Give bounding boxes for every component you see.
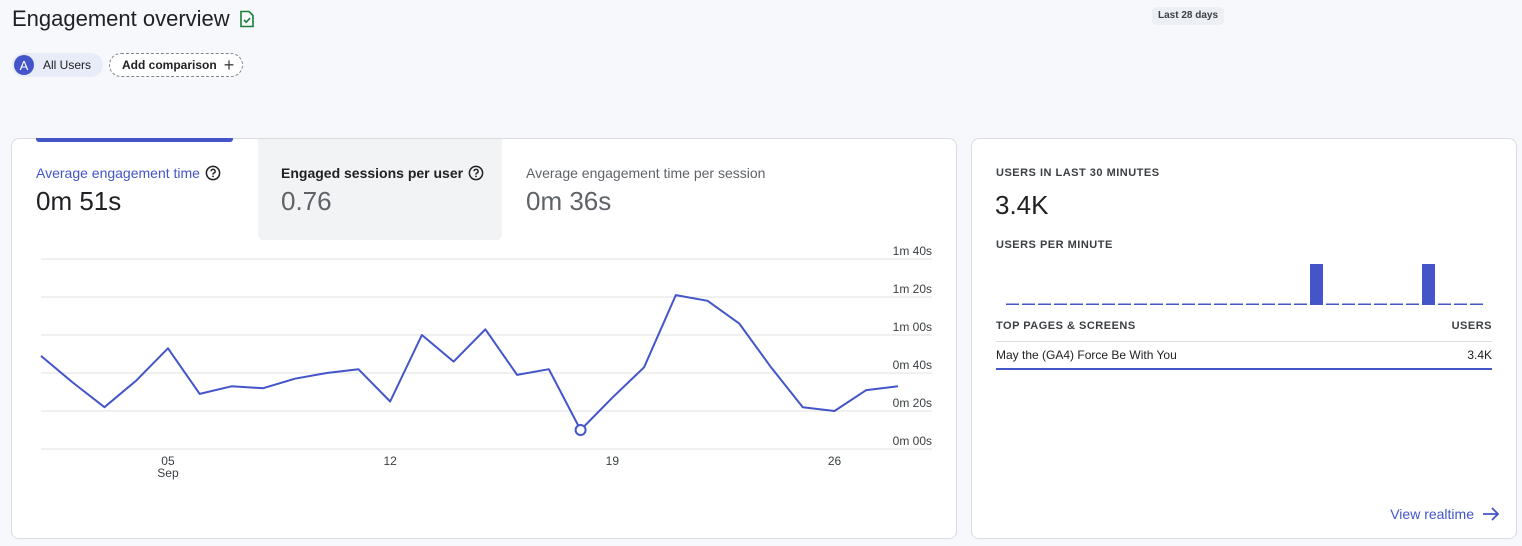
engagement-chart-card: Average engagement time 0m 51s Engaged s… <box>11 138 957 539</box>
minute-bar <box>1198 303 1211 305</box>
metric-value: 0m 36s <box>526 186 612 216</box>
users-per-minute-label: USERS PER MINUTE <box>996 239 1113 251</box>
y-tick-label: 1m 00s <box>893 320 932 334</box>
add-comparison-button[interactable]: Add comparison + <box>109 53 244 77</box>
minute-bar <box>1374 303 1387 305</box>
minute-bar <box>1230 303 1243 305</box>
metric-label: Average engagement time per session <box>526 165 765 181</box>
add-comparison-label: Add comparison <box>122 58 217 72</box>
minute-bar <box>1278 303 1291 305</box>
tab-average-engagement-time[interactable]: Average engagement time 0m 51s <box>36 139 256 240</box>
metric-label-text: Average engagement time per session <box>526 165 766 181</box>
minute-bar <box>1118 303 1131 305</box>
users-last-30-min-value: 3.4K <box>995 190 1049 220</box>
minute-bar <box>1182 303 1195 305</box>
users-per-minute-bar-chart <box>1006 264 1483 305</box>
tab-average-engagement-time-per-session[interactable]: Average engagement time per session 0m 3… <box>526 139 826 240</box>
x-tick-label: 19 <box>606 454 620 468</box>
metric-label-text: Average engagement time <box>36 165 200 181</box>
table-row[interactable]: May the (GA4) Force Be With You 3.4K <box>996 342 1492 370</box>
top-pages-label: TOP PAGES & SCREENS <box>996 320 1136 332</box>
engagement-line-chart: 0m 00s 0m 20s 0m 40s 1m 00s 1m 20s 1m 40s 05Se… <box>40 244 932 480</box>
x-tick-label: 26 <box>828 454 842 468</box>
metric-value: 0.76 <box>281 186 332 216</box>
metric-value: 0m 51s <box>36 186 122 216</box>
metric-label-text: Engaged sessions per user <box>281 165 464 181</box>
page-title: Engagement overview <box>12 6 256 32</box>
plus-icon: + <box>223 55 235 75</box>
minute-bar <box>1342 303 1355 305</box>
minute-bar <box>1390 303 1403 305</box>
minute-bar <box>1470 303 1483 305</box>
tab-engaged-sessions-per-user[interactable]: Engaged sessions per user 0.76 <box>258 139 502 240</box>
users-last-30-min-label: USERS IN LAST 30 MINUTES <box>996 167 1160 179</box>
users-column-label: USERS <box>1451 320 1492 332</box>
x-tick-label: 12 <box>383 454 397 468</box>
date-range-badge[interactable]: Last 28 days <box>1152 7 1225 25</box>
segment-chip-all-users[interactable]: A All Users <box>12 53 104 77</box>
view-realtime-label: View realtime <box>1390 506 1474 522</box>
y-tick-label: 0m 40s <box>893 358 932 372</box>
y-tick-label: 0m 00s <box>893 434 932 448</box>
view-realtime-link[interactable]: View realtime <box>1390 506 1500 522</box>
y-tick-label: 0m 20s <box>893 396 932 410</box>
minute-bar <box>1358 303 1371 305</box>
minute-bar <box>1102 303 1115 305</box>
page-name: May the (GA4) Force Be With You <box>996 348 1177 362</box>
minute-bar <box>1134 303 1147 305</box>
minute-bar <box>1038 303 1051 305</box>
minute-bar <box>1406 303 1419 305</box>
x-tick-label: 05 <box>161 454 175 468</box>
highlighted-point <box>574 424 587 436</box>
document-check-icon[interactable] <box>238 10 256 28</box>
segment-avatar: A <box>14 55 34 75</box>
x-tick-sublabel: Sep <box>157 466 179 480</box>
divider <box>996 341 1492 342</box>
y-tick-label: 1m 20s <box>893 282 932 296</box>
arrow-right-icon <box>1483 507 1500 521</box>
help-icon[interactable] <box>468 165 484 181</box>
page-title-text: Engagement overview <box>12 6 230 31</box>
active-tab-indicator <box>36 138 233 142</box>
minute-bar <box>1246 303 1259 305</box>
metric-label: Average engagement time <box>36 165 221 181</box>
minute-bar <box>1054 303 1067 305</box>
series-line <box>40 294 899 431</box>
minute-bar <box>1310 264 1323 305</box>
y-tick-label: 1m 40s <box>893 244 932 258</box>
minute-bar <box>1086 303 1099 305</box>
minute-bar <box>1166 303 1179 305</box>
segment-label: All Users <box>43 58 92 72</box>
minute-bar <box>1422 264 1435 305</box>
minute-bar <box>1150 303 1163 305</box>
minute-bar <box>1022 303 1035 305</box>
metric-label: Engaged sessions per user <box>281 165 484 181</box>
realtime-card: USERS IN LAST 30 MINUTES 3.4K USERS PER … <box>971 138 1517 539</box>
page-users: 3.4K <box>1467 348 1492 362</box>
top-pages-header: TOP PAGES & SCREENS USERS <box>996 320 1492 332</box>
minute-bar <box>1438 303 1451 305</box>
minute-bar <box>1294 303 1307 305</box>
minute-bar <box>1454 303 1467 305</box>
help-icon[interactable] <box>205 165 221 181</box>
minute-bar <box>1214 303 1227 305</box>
minute-bar <box>1326 303 1339 305</box>
minute-bar <box>1006 303 1019 305</box>
minute-bar <box>1070 303 1083 305</box>
minute-bar <box>1262 303 1275 305</box>
